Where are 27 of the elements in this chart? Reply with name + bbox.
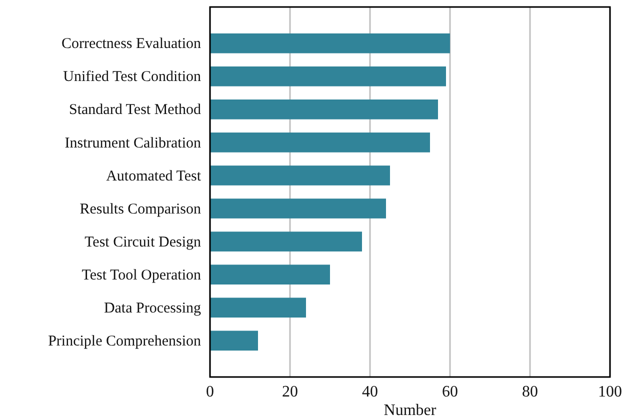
- bar: [210, 232, 362, 252]
- x-tick-label: 40: [362, 383, 378, 400]
- y-tick-label: Test Tool Operation: [82, 267, 202, 284]
- y-tick-label: Correctness Evaluation: [61, 36, 202, 52]
- bar: [210, 66, 446, 86]
- bar: [210, 330, 258, 351]
- x-tick-label: 20: [282, 383, 298, 400]
- y-tick-label: Results Comparison: [80, 201, 202, 218]
- y-tick-label: Instrument Calibration: [64, 135, 202, 152]
- y-tick-label: Principle Comprehension: [48, 333, 202, 350]
- bar: [210, 33, 450, 54]
- bar: [210, 198, 386, 218]
- bar: [210, 264, 330, 284]
- x-tick-label: 100: [598, 383, 622, 400]
- y-tick-label: Standard Test Method: [69, 102, 202, 118]
- x-tick-label: 80: [522, 383, 538, 400]
- x-tick-label: 0: [206, 383, 214, 400]
- bar: [210, 166, 390, 186]
- y-tick-label: Unified Test Condition: [63, 69, 202, 86]
- y-tick-label: Automated Test: [106, 168, 202, 184]
- bar: [210, 100, 438, 120]
- y-tick-label: Data Processing: [104, 300, 202, 316]
- bar: [210, 132, 430, 152]
- y-tick-label: Test Circuit Design: [84, 234, 202, 250]
- x-tick-label: 60: [442, 383, 458, 400]
- bar: [210, 298, 306, 318]
- x-axis-title: Number: [384, 402, 437, 418]
